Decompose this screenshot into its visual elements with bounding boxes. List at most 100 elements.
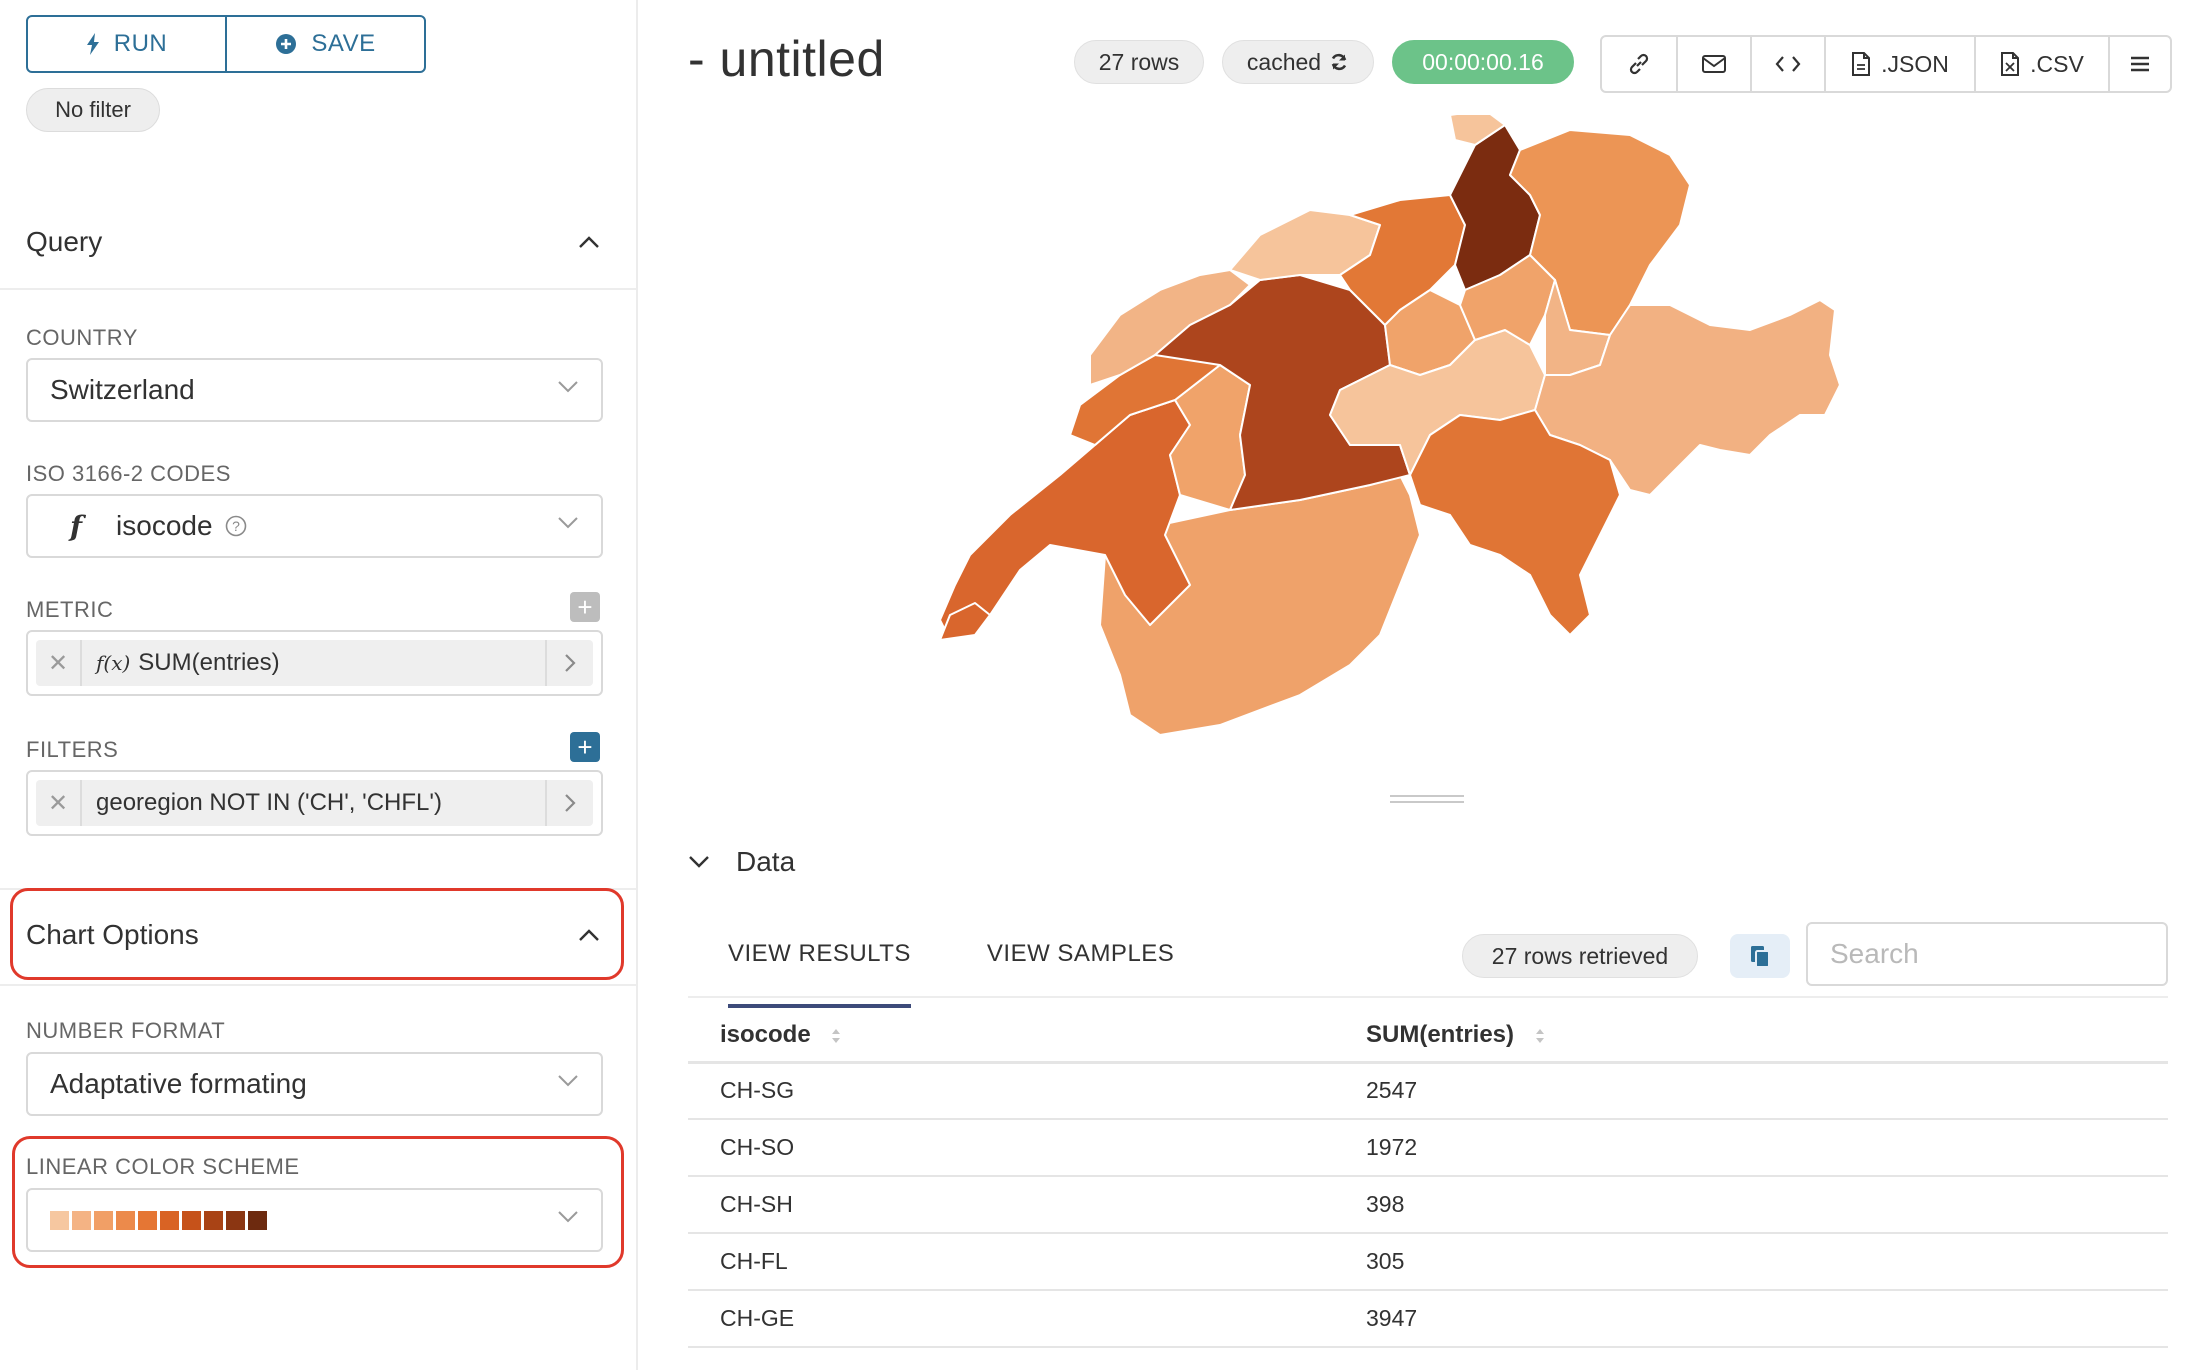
column-header-isocode[interactable]: isocode <box>688 1010 1334 1064</box>
svg-text:?: ? <box>232 518 240 534</box>
copy-button[interactable] <box>1730 934 1790 978</box>
action-toolbar: .JSON .CSV <box>1600 35 2172 93</box>
save-button[interactable]: SAVE <box>225 17 424 71</box>
time-filter-pill[interactable]: No filter <box>26 88 160 132</box>
data-tabs: VIEW RESULTS VIEW SAMPLES <box>690 930 1212 1008</box>
region-geneva[interactable] <box>939 602 991 641</box>
file-icon <box>1852 52 1871 76</box>
mail-icon <box>1702 55 1726 73</box>
remove-metric-icon[interactable]: ✕ <box>36 640 82 686</box>
filter-value[interactable]: georegion NOT IN ('CH', 'CHFL') <box>96 789 442 816</box>
link-button[interactable] <box>1602 37 1676 91</box>
number-format-value: Adaptative formating <box>50 1068 307 1099</box>
color-swatch <box>182 1210 201 1230</box>
color-swatch <box>204 1210 223 1230</box>
color-scheme-swatches <box>50 1210 267 1230</box>
code-icon <box>1775 56 1801 72</box>
bolt-icon <box>86 33 99 55</box>
column-header-sum-entries[interactable]: SUM(entries) <box>1334 1010 2168 1064</box>
add-filter-button[interactable]: + <box>570 732 600 762</box>
resize-handle[interactable] <box>1390 795 1464 797</box>
metric-value[interactable]: SUM(entries) <box>138 649 280 676</box>
row-count-badge: 27 rows <box>1074 40 1204 84</box>
cell-sum-entries: 3947 <box>1334 1290 2168 1348</box>
color-swatch <box>226 1210 245 1230</box>
query-section-header[interactable]: Query <box>26 222 600 262</box>
sort-icon <box>1535 1028 1544 1043</box>
color-swatch <box>116 1210 135 1230</box>
query-timer: 00:00:00.16 <box>1392 40 1574 84</box>
chevron-up-icon <box>579 236 599 248</box>
control-panel: RUN SAVE No filter Query COUNTRY Switzer… <box>0 0 636 1370</box>
column-header-label: SUM(entries) <box>1366 1021 1515 1049</box>
table-row: CH-FL 305 <box>688 1233 2168 1291</box>
rows-retrieved-badge: 27 rows retrieved <box>1462 934 1698 978</box>
search-input[interactable] <box>1806 922 2168 986</box>
export-json-button[interactable]: .JSON <box>1824 37 1974 91</box>
chevron-down-icon <box>558 381 578 393</box>
resize-handle-line[interactable] <box>1390 801 1464 803</box>
country-label: COUNTRY <box>26 325 138 350</box>
number-format-label: NUMBER FORMAT <box>26 1018 226 1043</box>
function-icon: f <box>70 509 83 543</box>
color-scheme-highlight <box>12 1136 624 1268</box>
country-select[interactable]: Switzerland <box>26 358 603 422</box>
email-button[interactable] <box>1676 37 1750 91</box>
run-save-group: RUN SAVE <box>26 15 426 73</box>
color-swatch <box>72 1210 91 1230</box>
metric-control: ✕ f(x) SUM(entries) <box>26 630 603 696</box>
export-csv-button[interactable]: .CSV <box>1974 37 2108 91</box>
query-section-title: Query <box>26 226 103 257</box>
metric-label: METRIC <box>26 597 114 622</box>
tab-view-samples[interactable]: VIEW SAMPLES <box>986 940 1175 967</box>
region-schwyz[interactable] <box>1459 254 1556 346</box>
chevron-right-icon[interactable] <box>545 780 593 826</box>
panel-divider[interactable] <box>636 0 638 1370</box>
color-scheme-select[interactable] <box>26 1188 603 1252</box>
menu-icon <box>2131 56 2149 72</box>
country-value: Switzerland <box>50 374 195 405</box>
iso-codes-select[interactable]: f isocode ? <box>26 494 603 558</box>
filter-control: ✕ georegion NOT IN ('CH', 'CHFL') <box>26 770 603 836</box>
add-metric-button[interactable]: + <box>570 592 600 622</box>
csv-label: .CSV <box>2030 50 2084 77</box>
region-schaffhausen[interactable] <box>1449 115 1506 146</box>
json-label: .JSON <box>1881 50 1949 77</box>
chart-options-section-header[interactable]: Chart Options <box>26 915 600 955</box>
switzerland-choropleth-map <box>939 115 1841 736</box>
run-button[interactable]: RUN <box>28 17 225 71</box>
color-swatch <box>160 1210 179 1230</box>
column-header-label: isocode <box>720 1021 811 1049</box>
region-graubunden[interactable] <box>1534 299 1841 496</box>
help-icon[interactable]: ? <box>225 515 247 537</box>
chart-title[interactable]: - untitled <box>688 31 885 87</box>
chart-options-title: Chart Options <box>26 919 199 950</box>
cached-label: cached <box>1246 48 1322 75</box>
region-jura[interactable] <box>1089 269 1251 386</box>
color-swatch <box>248 1210 267 1230</box>
data-section-title: Data <box>736 846 796 877</box>
cell-isocode: CH-SG <box>688 1062 1334 1120</box>
region-ticino[interactable] <box>1409 409 1621 636</box>
chevron-down-icon <box>558 1211 578 1223</box>
spreadsheet-icon <box>2001 52 2020 76</box>
fx-icon: f(x) <box>96 651 131 675</box>
chevron-down-icon <box>558 1075 578 1087</box>
tab-view-results[interactable]: VIEW RESULTS <box>690 930 949 1008</box>
save-label: SAVE <box>311 30 376 57</box>
chevron-down-icon <box>689 856 709 868</box>
more-menu-button[interactable] <box>2108 37 2170 91</box>
results-table: isocode SUM(entries) CH-SG 2547 CH-SO 1972… <box>688 1010 2168 1348</box>
data-section-header[interactable]: Data <box>688 846 795 878</box>
tabs-divider <box>688 996 2168 998</box>
embed-code-button[interactable] <box>1750 37 1824 91</box>
table-row: CH-GE 3947 <box>688 1290 2168 1348</box>
cell-isocode: CH-SO <box>688 1119 1334 1177</box>
remove-filter-icon[interactable]: ✕ <box>36 780 82 826</box>
cell-isocode: CH-GE <box>688 1290 1334 1348</box>
number-format-select[interactable]: Adaptative formating <box>26 1052 603 1116</box>
chevron-right-icon[interactable] <box>545 640 593 686</box>
cached-badge[interactable]: cached <box>1222 40 1374 84</box>
cell-isocode: CH-SH <box>688 1176 1334 1234</box>
color-scheme-label: LINEAR COLOR SCHEME <box>26 1154 300 1179</box>
